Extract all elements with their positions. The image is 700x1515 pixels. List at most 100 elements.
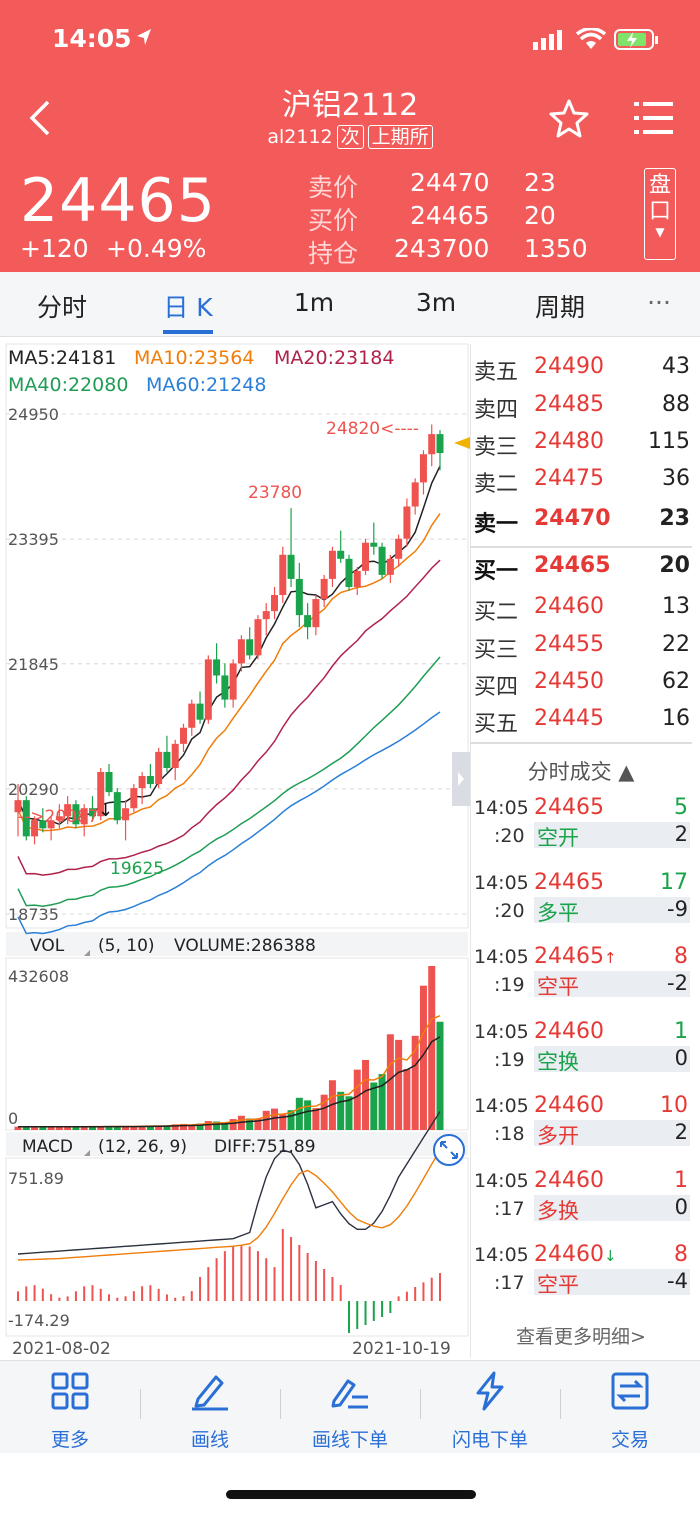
flash-order-button[interactable]: 闪电下单 [420, 1361, 560, 1453]
bid-row[interactable]: 买三 24455 22 [474, 632, 690, 668]
trade-type-bg [534, 822, 690, 848]
candle-body [130, 788, 138, 809]
macd-hist-bar [430, 1277, 433, 1301]
price-pane-frame [5, 343, 469, 929]
ask-row[interactable]: 卖二 24475 36 [474, 466, 690, 502]
vol-corner-icon [84, 950, 90, 956]
ask-row[interactable]: 卖四 24485 88 [474, 392, 690, 428]
quote-row: 持仓 [308, 234, 358, 270]
more-details-link[interactable]: 查看更多明细> [516, 1326, 646, 1348]
book-divider [470, 546, 692, 548]
volume-bar [72, 1126, 80, 1130]
candle-body [262, 611, 270, 620]
vol-pane-frame [5, 957, 469, 1131]
macd-hist-bar [17, 1291, 19, 1301]
bid-label: 买五 [474, 712, 519, 737]
candle-body [312, 599, 320, 628]
price-tick-label: 23395 [8, 530, 59, 549]
macd-hist-bar [190, 1291, 193, 1301]
ask-row[interactable]: 卖五 24490 43 [474, 354, 690, 390]
macd-hist-bar [41, 1288, 44, 1301]
quote-qty: 20 [524, 201, 556, 230]
volume-bar [353, 1069, 361, 1130]
ask-label: 卖二 [474, 472, 519, 497]
macd-hist-bar [223, 1251, 226, 1301]
price-tick-label: 21845 [8, 655, 59, 674]
volume-bar [221, 1122, 229, 1130]
macd-hist-bar [347, 1301, 350, 1333]
candle-body [155, 751, 163, 785]
pankou-button[interactable]: 盘口 ▼ [644, 168, 676, 260]
trade-price-value: 24460 [534, 1242, 604, 1267]
kline-chart[interactable]: MA5:24181 MA10:23564 MA20:23184 MA40:22080 M… [0, 336, 470, 1360]
draw-line-button[interactable]: 画线 [140, 1361, 280, 1453]
volume-bar [97, 1126, 105, 1130]
instrument-code: al2112 [267, 126, 333, 148]
bid-label: 买三 [474, 638, 519, 663]
tab-period[interactable]: 周期 [534, 293, 585, 322]
star-icon[interactable] [548, 98, 590, 138]
back-chevron-icon[interactable] [28, 100, 52, 136]
trade-seconds: :20 [494, 825, 525, 847]
home-indicator[interactable] [226, 1490, 476, 1499]
ask-volume: 88 [662, 392, 690, 417]
more-dots-icon[interactable]: ··· [647, 288, 671, 317]
expand-side-tab[interactable] [452, 752, 470, 806]
trade-volume: 8 [674, 944, 688, 969]
candle-body [386, 558, 394, 575]
fullscreen-expand-icon[interactable] [432, 1133, 466, 1167]
trade-volume: 1 [674, 1168, 688, 1193]
trade-button[interactable]: 交易 [560, 1361, 700, 1453]
volume-bar [113, 1126, 121, 1130]
volume-bar [122, 1126, 130, 1130]
trade-price: 24465↑ [534, 944, 617, 969]
bid-price: 24450 [534, 669, 604, 694]
lightning-icon [476, 1371, 504, 1411]
tab-3m[interactable]: 3m [415, 288, 457, 317]
price-change: +120 [20, 234, 89, 263]
trade-price: 24465 [534, 870, 604, 895]
panel-divider [470, 344, 471, 1358]
ma-legend-label: MA20:23184 [274, 347, 394, 369]
ask-row-best[interactable]: 卖一 24470 23 [474, 506, 690, 542]
ma20-line [17, 559, 441, 876]
draw-line-order-button[interactable]: 画线下单 [280, 1361, 420, 1453]
trades-header-toggle[interactable]: 分时成交 ▲ [527, 760, 635, 784]
tab-intraday[interactable]: 分时 [36, 293, 87, 322]
macd-hist-bar [149, 1285, 152, 1301]
bid-row[interactable]: 买四 24450 62 [474, 669, 690, 705]
trade-time: 14:05 [474, 1244, 529, 1266]
volume-bar [55, 1126, 63, 1130]
volume-bar [287, 1110, 295, 1130]
high-marker-label: 24820<---- [326, 419, 419, 439]
trade-time: 14:05 [474, 797, 529, 819]
ask-label: 卖三 [474, 435, 519, 460]
macd-hist-bar [298, 1245, 301, 1301]
trade-type-bg [534, 1195, 690, 1221]
more-button[interactable]: 更多 [0, 1361, 140, 1453]
volume-bar [378, 1074, 386, 1130]
ask-price: 24470 [534, 506, 611, 531]
macd-hist-bar [281, 1229, 284, 1301]
ask-row[interactable]: 卖三 24480 115 [474, 429, 690, 465]
bid-row-best[interactable]: 买一 24465 20 [474, 553, 690, 589]
macd-header-bg [6, 1132, 468, 1156]
tab-1m[interactable]: 1m [293, 288, 335, 317]
volume-bar [436, 1021, 444, 1130]
up-arrow-icon: ↑ [604, 949, 617, 967]
candle-body [287, 554, 295, 579]
bid-row[interactable]: 买五 24445 16 [474, 706, 690, 742]
macd-hist-bar [132, 1291, 135, 1301]
macd-hist-bar [290, 1237, 293, 1301]
trade-oi-change: 0 [674, 1046, 688, 1070]
battery-icon [614, 29, 658, 50]
trade-oi-change: 0 [674, 1195, 688, 1219]
bid-row[interactable]: 买二 24460 13 [474, 594, 690, 630]
menu-list-icon[interactable] [634, 100, 674, 136]
bid-price: 24445 [534, 706, 604, 731]
quote-row: 卖价 [308, 168, 358, 204]
trade-price: 24460 [534, 1019, 604, 1044]
tab-daily-k[interactable]: 日 K [163, 293, 213, 322]
instrument-title: 沪铝2112 [281, 88, 419, 123]
volume-bar [80, 1126, 88, 1130]
